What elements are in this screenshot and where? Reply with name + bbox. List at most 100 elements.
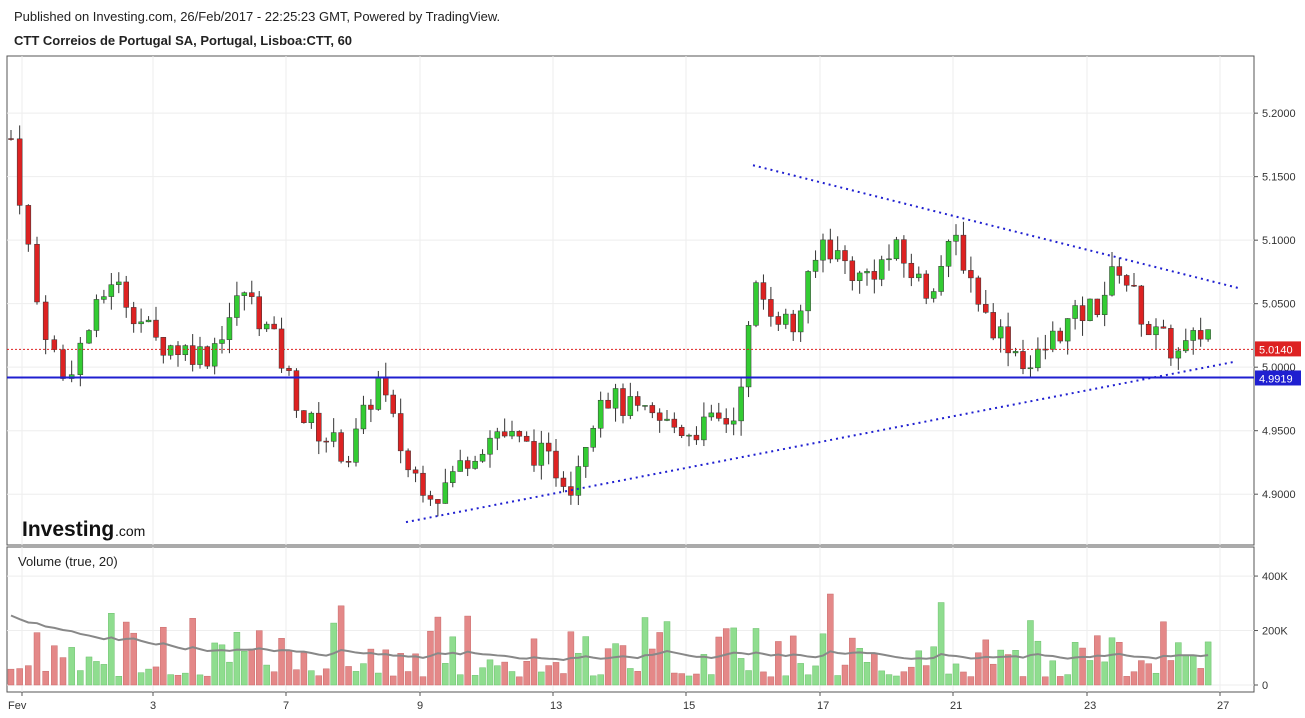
candle-body	[1116, 266, 1123, 276]
candle-body	[775, 316, 782, 325]
volume-bar	[1130, 671, 1138, 686]
candle-body	[1109, 266, 1115, 296]
candle-body	[945, 241, 952, 267]
candle-body	[849, 260, 856, 281]
volume-bar	[982, 639, 990, 686]
volume-bar	[204, 675, 211, 686]
volume-bar	[560, 673, 567, 686]
candle-body	[16, 138, 23, 206]
candle-body	[1050, 330, 1056, 350]
volume-bar	[1152, 672, 1160, 686]
volume-bar	[663, 621, 671, 686]
volume-bar	[700, 654, 708, 686]
volume-bar	[1027, 620, 1034, 686]
volume-bar	[871, 653, 878, 686]
candle-body	[790, 313, 796, 333]
volume-ma-line	[10, 614, 1209, 662]
candle-body	[123, 281, 129, 308]
volume-bar	[218, 644, 226, 686]
volume-bar	[656, 632, 663, 686]
candle-body	[316, 412, 322, 442]
candle-body	[138, 321, 144, 325]
chart-title: CTT Correios de Portugal SA, Portugal, L…	[14, 33, 353, 48]
volume-bar	[1101, 661, 1108, 686]
volume-bar	[293, 669, 300, 686]
volume-bar	[263, 664, 270, 686]
volume-bar	[1197, 668, 1204, 686]
volume-bar	[494, 665, 501, 686]
volume-bar	[715, 636, 723, 686]
volume-bar	[322, 668, 330, 686]
candle-body	[753, 282, 759, 326]
candle-body	[34, 243, 40, 303]
volume-bar	[530, 638, 538, 686]
volume-bar	[464, 615, 471, 686]
volume-bar	[1064, 674, 1071, 686]
candle-body	[182, 345, 189, 356]
volume-bar	[693, 673, 700, 686]
trendline	[405, 361, 1234, 524]
candle-body	[108, 284, 115, 297]
candle-body	[834, 250, 841, 260]
volume-bar	[649, 648, 656, 686]
volume-bar	[604, 648, 612, 686]
volume-tick-label: 400K	[1262, 571, 1288, 583]
volume-bar	[1004, 654, 1012, 686]
candle-body	[286, 368, 292, 371]
candle-body	[263, 323, 270, 330]
volume-bar	[975, 652, 982, 686]
volume-bar	[1049, 660, 1057, 686]
candle-body	[1094, 298, 1101, 315]
volume-bar	[345, 666, 352, 686]
candle-body	[256, 296, 262, 330]
candle-body	[990, 312, 996, 339]
candle-body	[457, 460, 463, 472]
volume-bar	[1034, 640, 1042, 686]
volume-bar	[285, 650, 293, 686]
volume-bar	[516, 676, 523, 686]
volume-bar	[248, 648, 256, 686]
candle-body	[167, 345, 174, 356]
candle-body	[1197, 330, 1204, 340]
candle-body	[523, 435, 530, 442]
candle-body	[308, 412, 315, 423]
volume-bar	[255, 630, 263, 686]
candle-body	[908, 262, 915, 279]
volume-bar	[908, 666, 915, 686]
volume-bar	[1094, 635, 1101, 686]
volume-bar	[708, 674, 715, 686]
x-tick-label: 7	[283, 700, 289, 712]
candle-body	[842, 250, 848, 262]
price-tick-label: 5.1500	[1262, 172, 1296, 184]
candle-body	[60, 349, 66, 379]
candle-body	[1079, 305, 1086, 322]
volume-bar	[952, 663, 960, 686]
candle-body	[656, 412, 663, 421]
candle-body	[345, 461, 352, 463]
volume-bar	[300, 652, 308, 686]
volume-bar	[152, 666, 160, 686]
candle-body	[226, 317, 233, 340]
price-tick-label: 5.1000	[1262, 235, 1296, 247]
candle-body	[1145, 323, 1152, 336]
x-tick-label: 15	[683, 700, 695, 712]
candle-body	[330, 432, 337, 442]
volume-bar	[775, 641, 782, 686]
candle-body	[219, 339, 225, 344]
candle-body	[878, 259, 885, 280]
candle-body	[1168, 328, 1174, 359]
candle-body	[531, 441, 537, 466]
candle-body	[516, 431, 523, 437]
volume-bar	[730, 627, 737, 686]
volume-bar	[538, 671, 545, 686]
candle-body	[627, 396, 634, 416]
volume-bar	[434, 616, 442, 686]
candle-body	[338, 432, 344, 462]
volume-bar	[1056, 676, 1064, 686]
volume-bar	[782, 675, 790, 686]
volume-bar	[619, 645, 627, 686]
candle-body	[323, 440, 329, 443]
candle-body	[42, 301, 49, 340]
volume-bar	[767, 676, 775, 686]
volume-bar	[1071, 642, 1079, 686]
